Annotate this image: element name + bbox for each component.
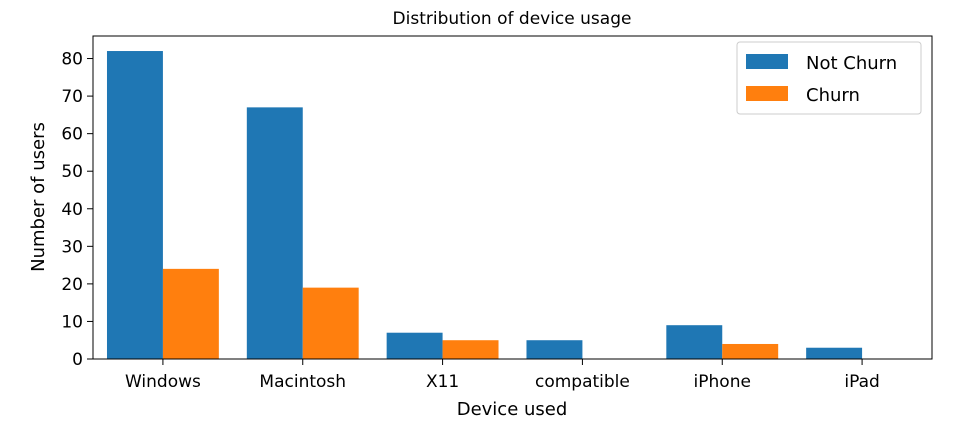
legend: Not Churn Churn <box>736 41 922 115</box>
x-tick-label-x11: X11 <box>426 372 459 392</box>
bar-churn-macintosh <box>302 287 359 359</box>
y-tick-label: 20 <box>61 275 83 295</box>
bar-not-churn-compatible <box>526 340 583 359</box>
legend-label-churn: Churn <box>806 85 860 106</box>
y-axis-label: Number of users <box>28 122 49 272</box>
legend-swatch-churn <box>746 86 788 101</box>
y-tick-label: 30 <box>61 237 83 257</box>
x-tick-label-ipad: iPad <box>844 372 879 392</box>
x-tick-label-compatible: compatible <box>535 372 630 392</box>
y-axis-ticks: 0 10 20 30 40 50 60 70 80 <box>61 50 93 370</box>
y-tick-label: 10 <box>61 312 83 332</box>
legend-label-not-churn: Not Churn <box>806 53 897 74</box>
bar-not-churn-iphone <box>666 325 723 359</box>
y-tick-label: 0 <box>72 350 83 370</box>
x-tick-label-windows: Windows <box>125 372 201 392</box>
x-tick-label-macintosh: Macintosh <box>259 372 346 392</box>
x-axis-ticks: Windows Macintosh X11 compatible iPhone iPad <box>125 359 880 392</box>
y-tick-label: 70 <box>61 87 83 107</box>
y-tick-label: 50 <box>61 162 83 182</box>
bar-churn-windows <box>162 268 219 359</box>
bar-not-churn-ipad <box>806 347 863 359</box>
bar-not-churn-x11 <box>386 332 443 359</box>
legend-swatch-not-churn <box>746 54 788 69</box>
chart-title: Distribution of device usage <box>393 9 632 29</box>
y-tick-label: 40 <box>61 200 83 220</box>
plot-area-frame <box>92 35 933 360</box>
y-tick-label: 80 <box>61 50 83 70</box>
x-tick-label-iphone: iPhone <box>694 372 751 392</box>
y-tick-label: 60 <box>61 125 83 145</box>
bars-layer <box>106 51 863 359</box>
x-axis-label: Device used <box>457 399 568 420</box>
bar-churn-iphone <box>722 343 779 359</box>
bar-not-churn-windows <box>106 51 163 359</box>
bar-not-churn-macintosh <box>246 107 303 359</box>
bar-churn-x11 <box>442 340 499 359</box>
